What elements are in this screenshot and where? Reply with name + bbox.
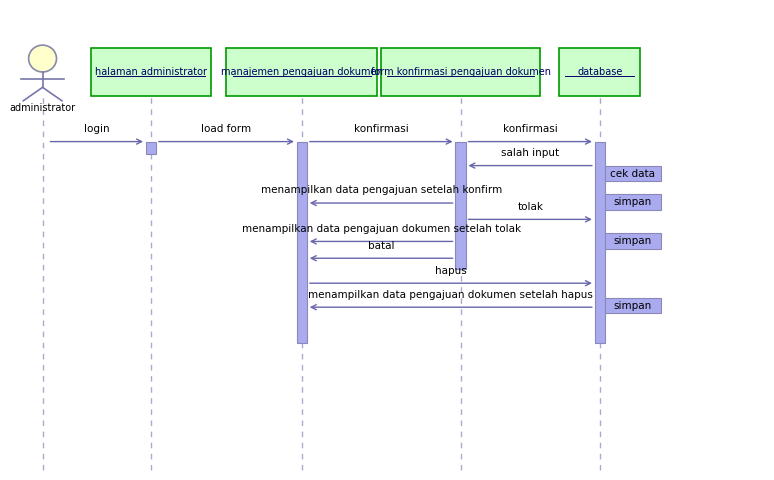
Text: cek data: cek data bbox=[610, 168, 656, 179]
Text: login: login bbox=[84, 124, 110, 134]
Text: simpan: simpan bbox=[614, 300, 652, 311]
Bar bbox=[146, 142, 156, 154]
Text: hapus: hapus bbox=[435, 265, 467, 276]
Ellipse shape bbox=[29, 45, 57, 72]
Bar bbox=[605, 298, 660, 313]
Text: simpan: simpan bbox=[614, 197, 652, 207]
Bar bbox=[297, 142, 307, 343]
Text: batal: batal bbox=[368, 240, 395, 251]
Text: form konfirmasi pengajuan dokumen: form konfirmasi pengajuan dokumen bbox=[371, 67, 550, 77]
Bar bbox=[455, 142, 466, 269]
Bar bbox=[381, 48, 540, 96]
Text: konfirmasi: konfirmasi bbox=[354, 124, 409, 134]
Bar bbox=[595, 142, 605, 343]
Bar bbox=[91, 48, 211, 96]
Text: simpan: simpan bbox=[614, 236, 652, 246]
Text: administrator: administrator bbox=[9, 103, 76, 113]
Text: halaman administrator: halaman administrator bbox=[95, 67, 207, 77]
Text: menampilkan data pengajuan dokumen setelah hapus: menampilkan data pengajuan dokumen setel… bbox=[308, 289, 594, 300]
Bar bbox=[559, 48, 641, 96]
Text: manajemen pengajuan dokumen: manajemen pengajuan dokumen bbox=[221, 67, 382, 77]
Text: tolak: tolak bbox=[517, 202, 543, 212]
Text: database: database bbox=[577, 67, 622, 77]
Text: konfirmasi: konfirmasi bbox=[503, 124, 557, 134]
Text: menampilkan data pengajuan setelah konfirm: menampilkan data pengajuan setelah konfi… bbox=[261, 185, 502, 195]
Text: salah input: salah input bbox=[501, 148, 560, 158]
Text: menampilkan data pengajuan dokumen setelah tolak: menampilkan data pengajuan dokumen setel… bbox=[241, 224, 521, 234]
Bar bbox=[605, 166, 660, 181]
Bar bbox=[605, 194, 660, 210]
Text: load form: load form bbox=[201, 124, 252, 134]
Bar bbox=[226, 48, 378, 96]
Bar bbox=[605, 233, 660, 249]
